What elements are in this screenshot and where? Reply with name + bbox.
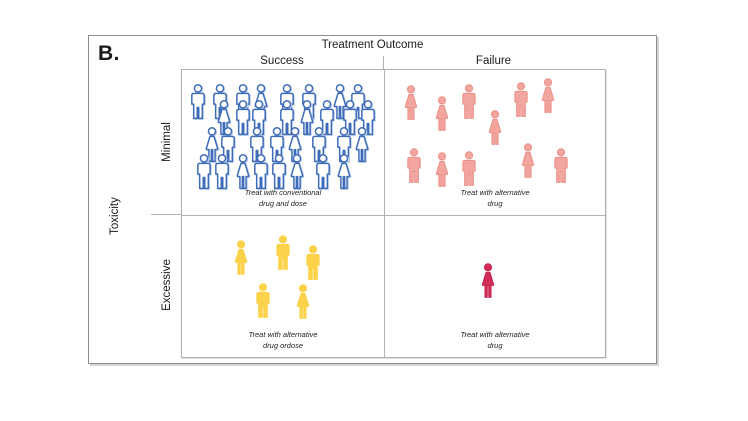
panel-label: B. (98, 42, 120, 65)
person-icon-male (342, 99, 357, 135)
row-divider-tick (151, 214, 181, 215)
person-icon-female (236, 153, 250, 189)
person-icon-female (337, 153, 351, 189)
person-icon-female (482, 263, 495, 298)
quadrant-failure-excessive: Treat with alternative drug (385, 216, 605, 357)
person-icon-female (521, 143, 535, 179)
caption-line: drug (487, 341, 503, 351)
caption-line: drug and dose (259, 199, 307, 209)
person-icon-male (197, 153, 212, 189)
figure-panel-b: B. Treatment Outcome Success Failure Tox… (88, 35, 657, 364)
caption-line: drug ordose (262, 341, 304, 351)
quadrant-failure-minimal: Treat with alternative drug (385, 70, 605, 215)
row-header-minimal: Minimal (161, 122, 173, 162)
person-icon-male (191, 83, 206, 119)
person-icon-male (514, 82, 529, 118)
quadrant-success-excessive: Treat with alternative drug ordose (182, 216, 384, 357)
column-header-success: Success (260, 55, 304, 67)
person-icon-female (296, 284, 310, 319)
person-icon-male (256, 282, 270, 318)
quadrant-caption: Treat with alternative drug ordose (182, 330, 384, 352)
caption-line: Treat with conventional (244, 188, 322, 198)
person-icon-male (280, 99, 294, 135)
person-icon-female (205, 127, 219, 163)
person-icon-male (554, 147, 568, 183)
person-icon-female (355, 127, 369, 163)
column-header-failure: Failure (475, 55, 512, 67)
person-icon-male (316, 153, 331, 189)
quadrant-grid: Treat with conventional drug and dose Tr… (181, 69, 606, 358)
person-icon-male (306, 244, 320, 280)
person-icon-female (234, 240, 247, 276)
person-icon-male (215, 153, 230, 189)
row-header-excessive: Excessive (161, 259, 173, 311)
person-icon-female (333, 83, 347, 119)
person-icon-male (320, 99, 335, 135)
person-icon-female (488, 110, 502, 145)
person-icon-male (272, 153, 286, 189)
caption-line: drug (487, 199, 503, 209)
person-icon-male (461, 84, 476, 119)
quadrant-caption: Treat with alternative drug (385, 188, 605, 210)
person-icon-male (360, 99, 375, 135)
quadrant-success-minimal: Treat with conventional drug and dose (182, 70, 384, 215)
person-icon-female (541, 78, 555, 113)
quadrant-caption: Treat with conventional drug and dose (182, 188, 384, 210)
person-icon-male (253, 153, 268, 189)
row-axis-label-toxicity: Toxicity (109, 197, 121, 235)
grid-divider-horizontal (182, 215, 605, 216)
person-icon-male (461, 150, 476, 186)
caption-line: Treat with alternative (460, 330, 530, 340)
column-divider-tick (383, 56, 384, 69)
person-icon-female (290, 153, 304, 189)
person-icon-male (235, 99, 250, 135)
person-icon-male (406, 147, 421, 183)
caption-line: Treat with alternative (460, 188, 530, 198)
person-icon-female (435, 95, 449, 131)
person-icon-male (276, 234, 290, 270)
grid-divider-vertical (384, 70, 385, 357)
person-icon-female (405, 85, 418, 121)
quadrant-caption: Treat with alternative drug (385, 330, 605, 352)
caption-line: Treat with alternative (248, 330, 318, 340)
figure-title: Treatment Outcome (321, 39, 424, 51)
person-icon-female (300, 99, 314, 135)
person-icon-female (435, 152, 449, 187)
